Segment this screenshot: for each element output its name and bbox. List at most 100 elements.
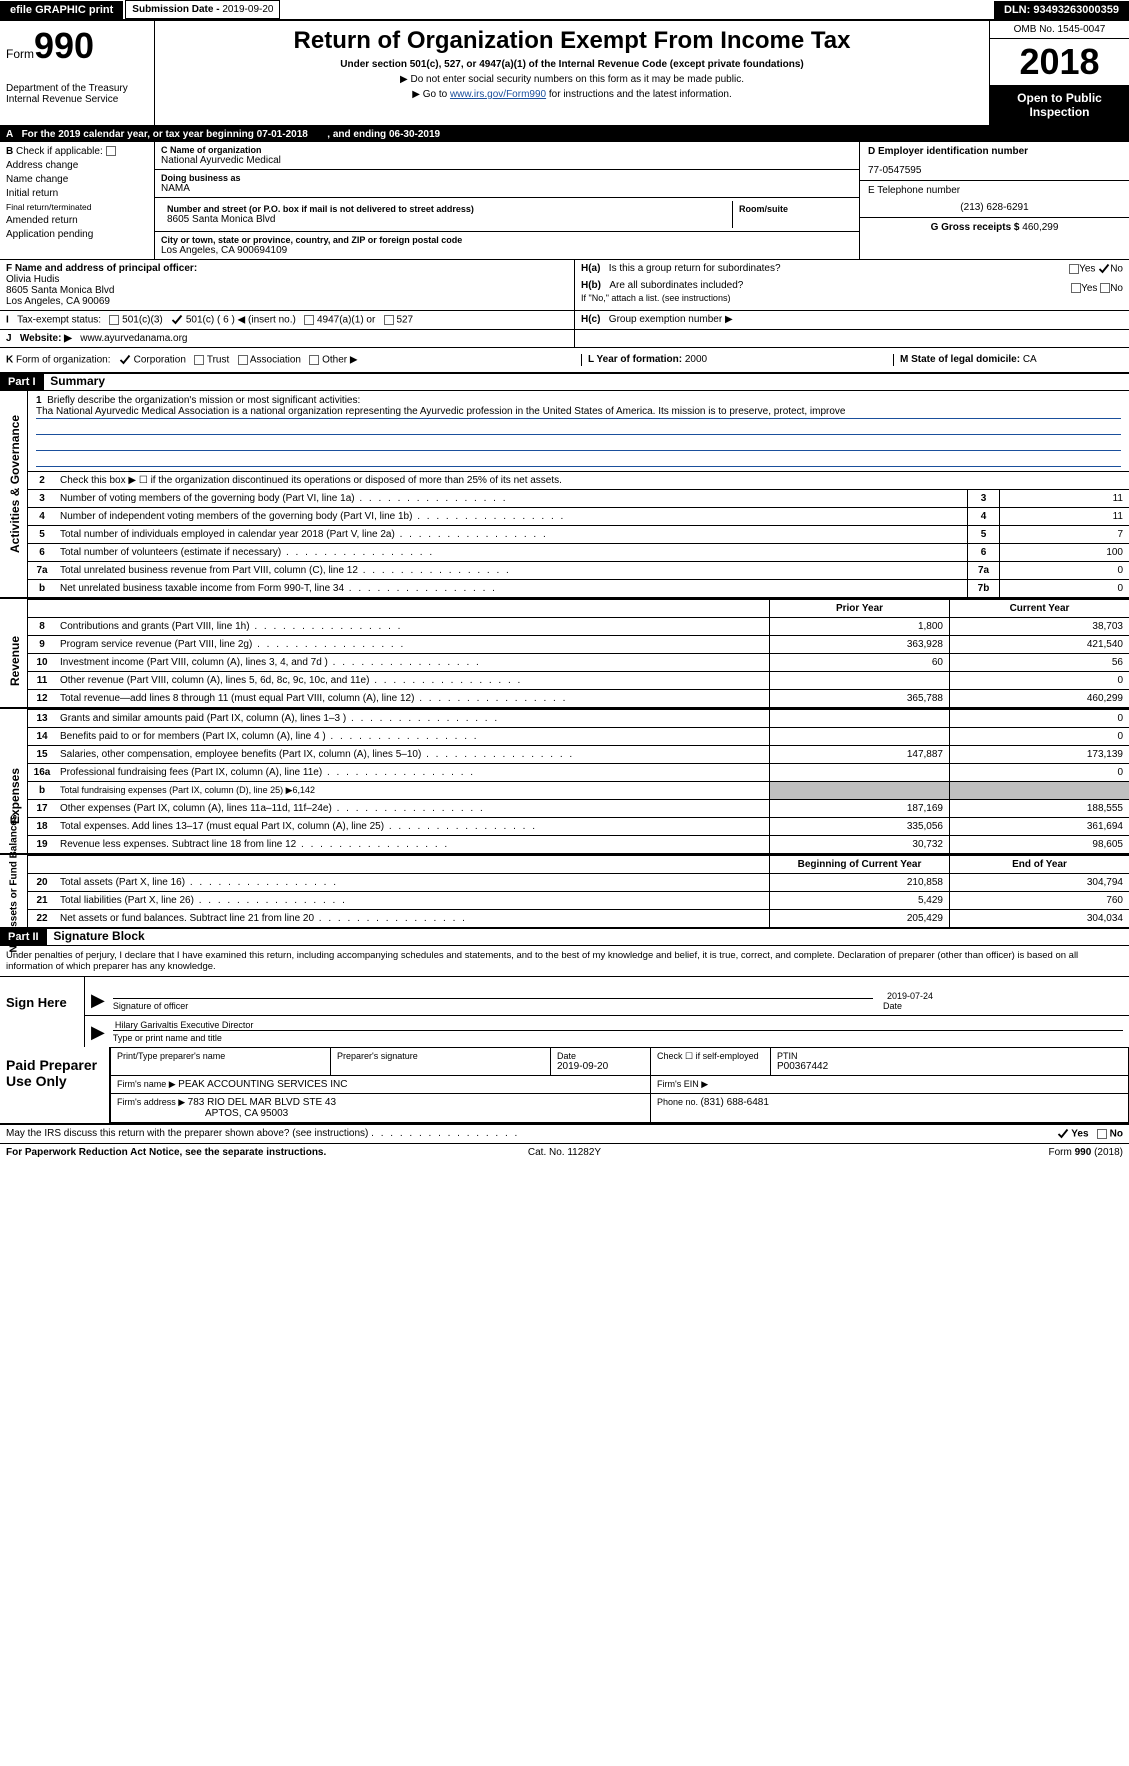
net-assets-section: Net Assets or Fund Balances Beginning of… <box>0 855 1129 929</box>
line-19: 19 Revenue less expenses. Subtract line … <box>28 835 1129 853</box>
form-org-row: K Form of organization: Corporation Trus… <box>0 348 1129 374</box>
checkbox-icon[interactable] <box>1100 283 1110 293</box>
expenses-section: Expenses 13 Grants and similar amounts p… <box>0 709 1129 855</box>
tel-row: E Telephone number (213) 628-6291 <box>860 181 1129 218</box>
line-16a: 16a Professional fundraising fees (Part … <box>28 763 1129 781</box>
line-21: 21 Total liabilities (Part X, line 26) 5… <box>28 891 1129 909</box>
part-ii-header: Part II Signature Block <box>0 929 1129 946</box>
ein-row: D Employer identification number 77-0547… <box>860 142 1129 181</box>
year-formation: L Year of formation: 2000 <box>581 354 893 366</box>
gross-receipts: G Gross receipts $ 460,299 <box>860 218 1129 237</box>
check-icon <box>171 314 183 326</box>
dba-row: Doing business as NAMA <box>155 170 859 198</box>
chk-final-return: Final return/terminated <box>6 202 148 212</box>
part-i-header: Part I Summary <box>0 374 1129 391</box>
chk-name-change: Name change <box>6 174 148 185</box>
arrow-icon: ▶ <box>91 990 105 1011</box>
page-footer: For Paperwork Reduction Act Notice, see … <box>0 1144 1129 1161</box>
form-number: Form990 <box>6 25 148 67</box>
revenue-section: Revenue Prior Year Current Year 8 Contri… <box>0 599 1129 709</box>
line-11: 11 Other revenue (Part VIII, column (A),… <box>28 671 1129 689</box>
chk-amended: Amended return <box>6 215 148 226</box>
side-tab-revenue: Revenue <box>0 599 28 707</box>
tax-exempt-row: I Tax-exempt status: 501(c)(3) 501(c) ( … <box>0 311 1129 330</box>
header-left: Form990 Department of the Treasury Inter… <box>0 21 155 125</box>
dln: DLN: 93493263000359 <box>994 1 1129 19</box>
line-14: 14 Benefits paid to or for members (Part… <box>28 727 1129 745</box>
checkbox-icon[interactable] <box>109 315 119 325</box>
line-3: 3 Number of voting members of the govern… <box>28 489 1129 507</box>
governance-section: Activities & Governance 1 Briefly descri… <box>0 391 1129 599</box>
arrow-icon: ▶ <box>91 1022 105 1043</box>
sign-here-label: Sign Here <box>0 977 85 1047</box>
form-subtitle: Under section 501(c), 527, or 4947(a)(1)… <box>161 59 983 70</box>
website-row: J Website: ▶ www.ayurvedanama.org <box>0 330 1129 348</box>
side-tab-net-assets: Net Assets or Fund Balances <box>0 855 28 927</box>
principal-officer: F Name and address of principal officer:… <box>0 260 575 310</box>
org-name-row: C Name of organization National Ayurvedi… <box>155 142 859 170</box>
check-icon <box>1057 1128 1069 1140</box>
revenue-header-row: Prior Year Current Year <box>28 599 1129 617</box>
paid-preparer-label: Paid Preparer Use Only <box>0 1047 110 1123</box>
line-9: 9 Program service revenue (Part VIII, li… <box>28 635 1129 653</box>
column-d: D Employer identification number 77-0547… <box>859 142 1129 259</box>
calendar-year-line: A For the 2019 calendar year, or tax yea… <box>0 127 1129 142</box>
checkbox-icon[interactable] <box>384 315 394 325</box>
checkbox-icon[interactable] <box>309 355 319 365</box>
form-header: Form990 Department of the Treasury Inter… <box>0 21 1129 127</box>
dept-treasury: Department of the Treasury Internal Reve… <box>6 83 148 105</box>
omb-number: OMB No. 1545-0047 <box>990 21 1129 39</box>
state-domicile: M State of legal domicile: CA <box>893 354 1123 366</box>
line-8: 8 Contributions and grants (Part VIII, l… <box>28 617 1129 635</box>
net-header-row: Beginning of Current Year End of Year <box>28 855 1129 873</box>
chk-pending: Application pending <box>6 229 148 240</box>
paid-preparer-block: Paid Preparer Use Only Print/Type prepar… <box>0 1047 1129 1125</box>
line-b: b Total fundraising expenses (Part IX, c… <box>28 781 1129 799</box>
yes-no-boxes: Yes No Yes No <box>949 260 1129 310</box>
chk-address-change: Address change <box>6 160 148 171</box>
header-title: Return of Organization Exempt From Incom… <box>155 21 989 125</box>
line-5: 5 Total number of individuals employed i… <box>28 525 1129 543</box>
column-c: C Name of organization National Ayurvedi… <box>155 142 859 259</box>
checkbox-icon[interactable] <box>304 315 314 325</box>
instructions-line-1: ▶ Do not enter social security numbers o… <box>161 74 983 85</box>
line-6: 6 Total number of volunteers (estimate i… <box>28 543 1129 561</box>
line-22: 22 Net assets or fund balances. Subtract… <box>28 909 1129 927</box>
line-10: 10 Investment income (Part VIII, column … <box>28 653 1129 671</box>
line-13: 13 Grants and similar amounts paid (Part… <box>28 709 1129 727</box>
line-17: 17 Other expenses (Part IX, column (A), … <box>28 799 1129 817</box>
line-18: 18 Total expenses. Add lines 13–17 (must… <box>28 817 1129 835</box>
officer-group-row: F Name and address of principal officer:… <box>0 260 1129 311</box>
form-title: Return of Organization Exempt From Incom… <box>161 27 983 55</box>
signature-disclaimer: Under penalties of perjury, I declare th… <box>0 946 1129 977</box>
line-20: 20 Total assets (Part X, line 16) 210,85… <box>28 873 1129 891</box>
checkbox-icon[interactable] <box>238 355 248 365</box>
signature-line: ▶ Signature of officer 2019-07-24 Date <box>85 977 1129 1016</box>
line-12: 12 Total revenue—add lines 8 through 11 … <box>28 689 1129 707</box>
org-info-block: B Check if applicable: Address change Na… <box>0 142 1129 260</box>
discuss-row: May the IRS discuss this return with the… <box>0 1125 1129 1144</box>
checkbox-icon[interactable] <box>1071 283 1081 293</box>
tax-year: 2018 <box>990 39 1129 85</box>
sign-here-block: Sign Here ▶ Signature of officer 2019-07… <box>0 977 1129 1047</box>
side-tab-governance: Activities & Governance <box>0 391 28 597</box>
group-return: H(a) Is this a group return for subordin… <box>575 260 949 310</box>
submission-date: Submission Date - 2019-09-20 <box>125 0 280 19</box>
chk-initial-return: Initial return <box>6 188 148 199</box>
name-title-line: ▶ Hilary Garivaltis Executive Director T… <box>85 1016 1129 1047</box>
checkbox-icon[interactable] <box>106 146 116 156</box>
efile-graphic-label: efile GRAPHIC print <box>0 1 123 19</box>
preparer-table: Print/Type preparer's name Preparer's si… <box>110 1047 1129 1123</box>
check-icon <box>1098 263 1110 275</box>
line-2: 2 Check this box ▶ ☐ if the organization… <box>28 471 1129 489</box>
table-row: Firm's address ▶ 783 RIO DEL MAR BLVD ST… <box>111 1094 1129 1123</box>
mission-row: 1 Briefly describe the organization's mi… <box>28 391 1129 471</box>
open-to-public: Open to Public Inspection <box>990 85 1129 125</box>
checkbox-icon[interactable] <box>194 355 204 365</box>
column-b: B Check if applicable: Address change Na… <box>0 142 155 259</box>
city-row: City or town, state or province, country… <box>155 232 859 259</box>
checkbox-icon[interactable] <box>1069 264 1079 274</box>
checkbox-icon[interactable] <box>1097 1129 1107 1139</box>
irs-link[interactable]: www.irs.gov/Form990 <box>450 89 546 100</box>
instructions-line-2: ▶ Go to www.irs.gov/Form990 for instruct… <box>161 89 983 100</box>
